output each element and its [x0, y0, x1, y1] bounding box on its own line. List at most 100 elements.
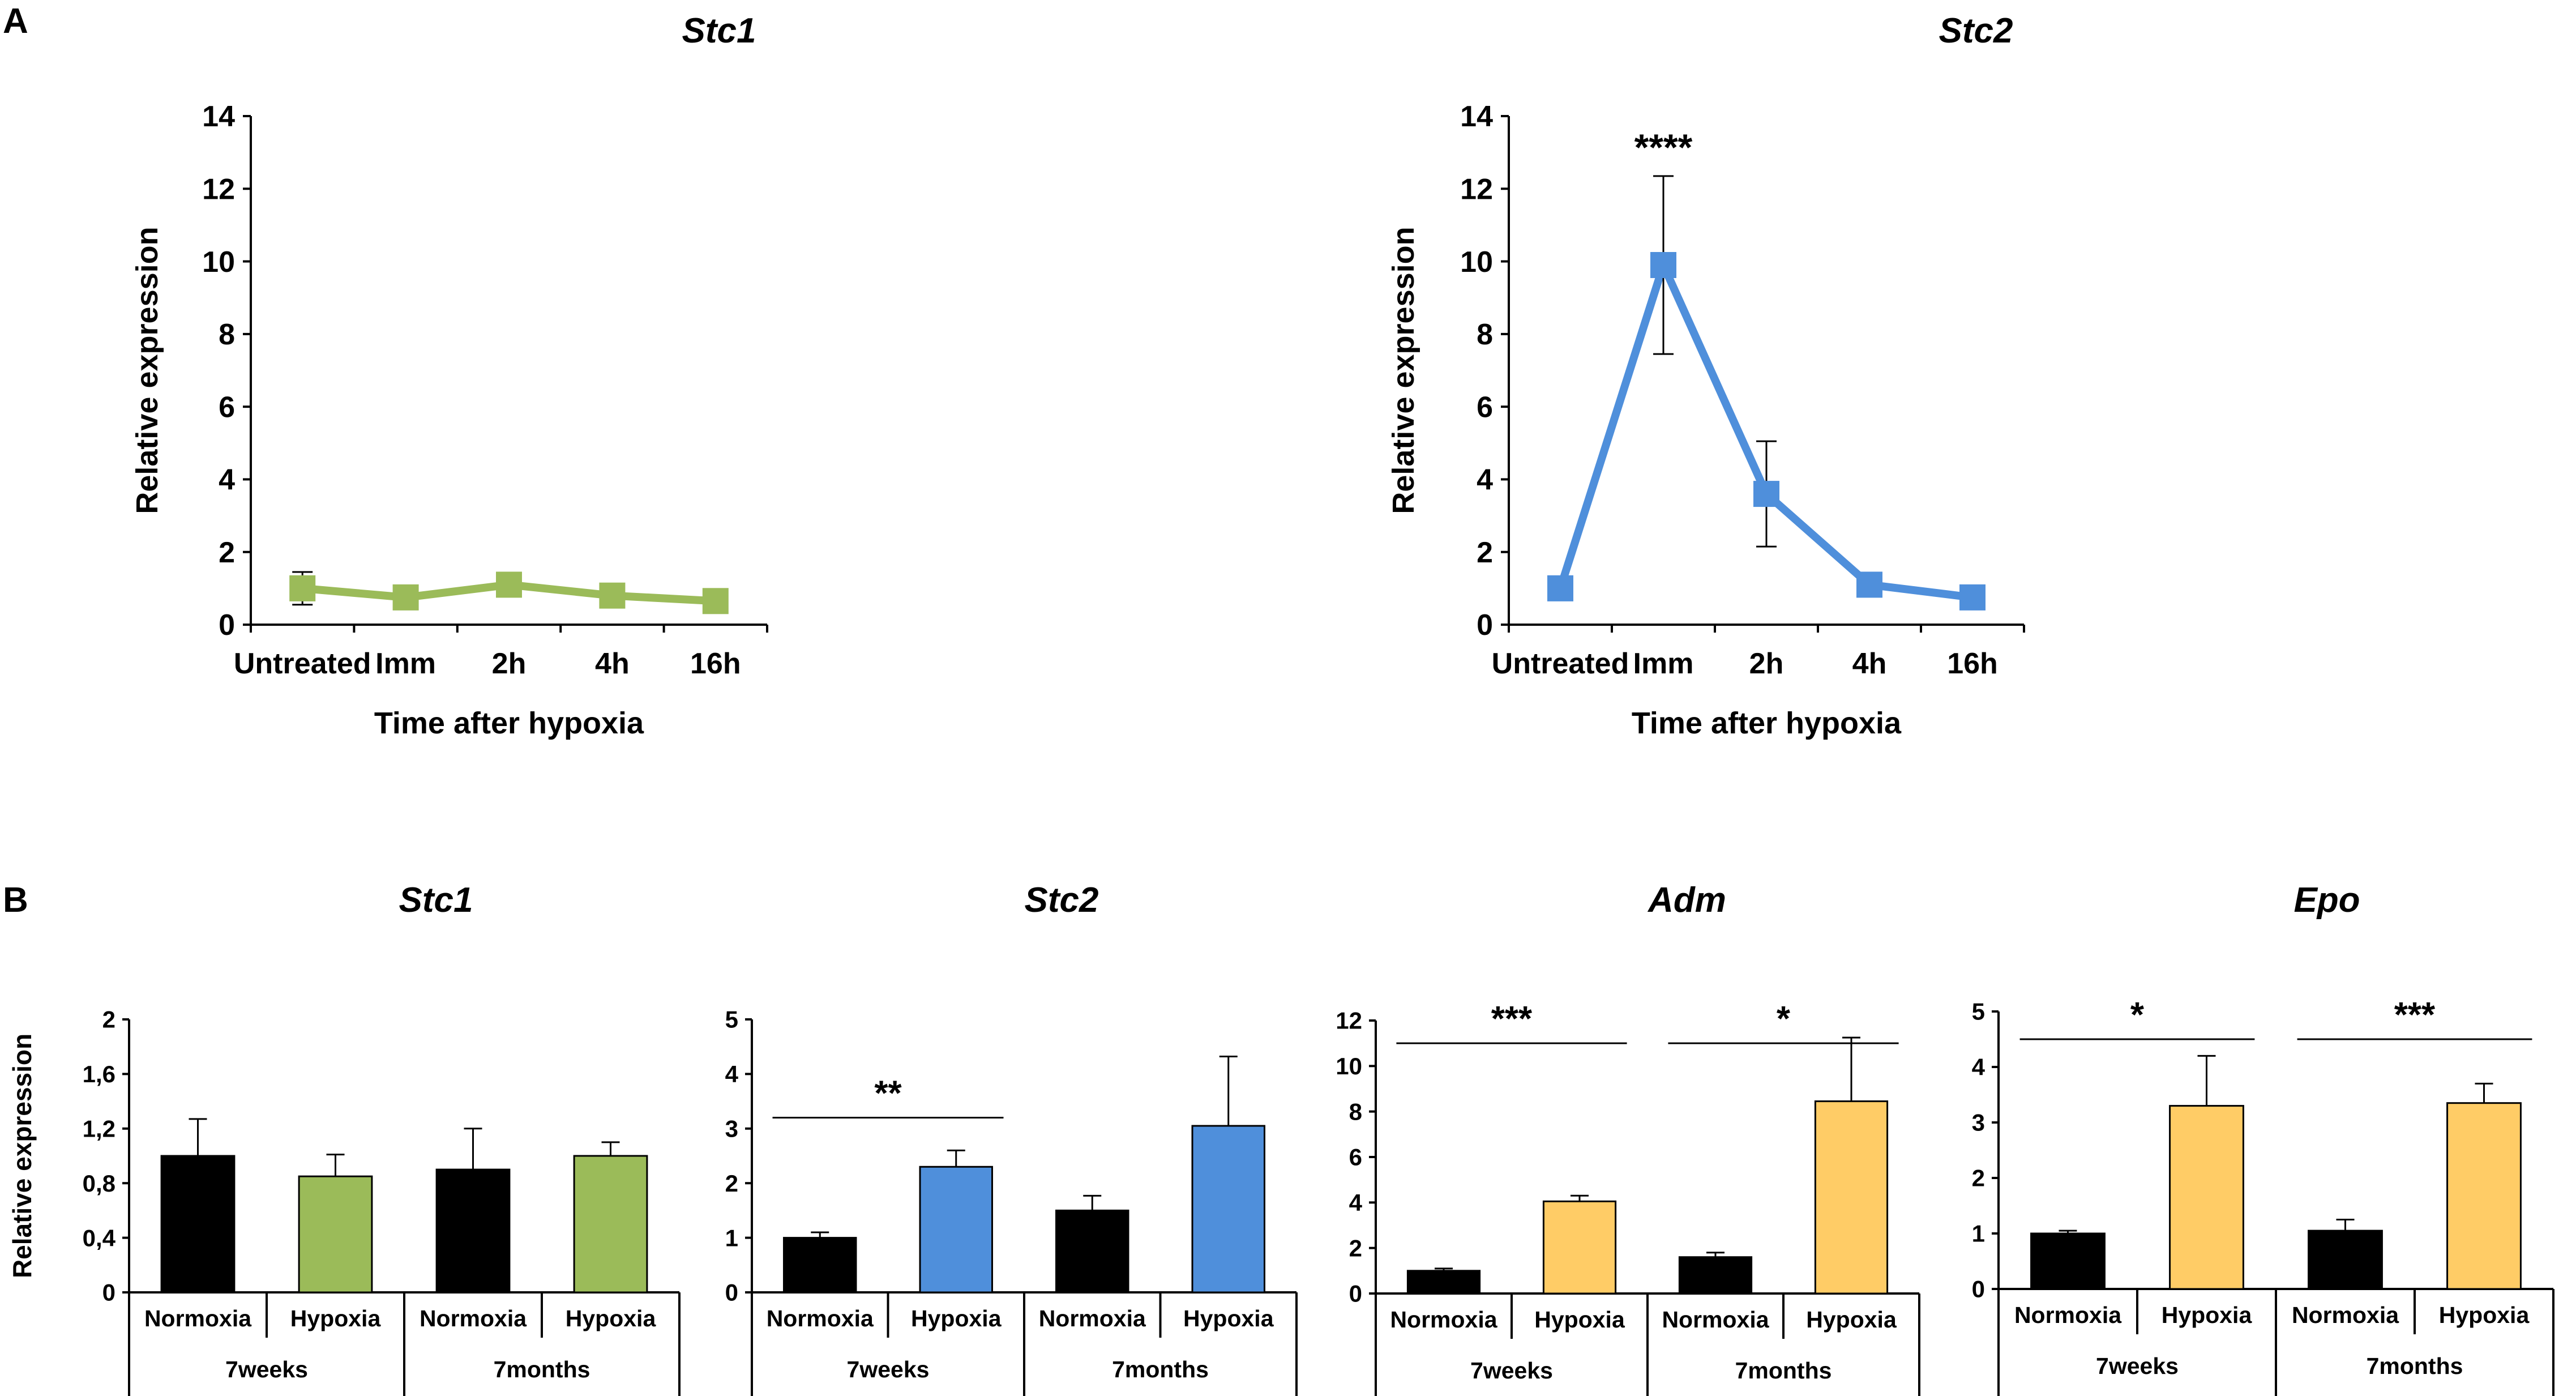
y-tick-label: 4	[219, 464, 235, 497]
y-tick-label: 0	[1972, 1276, 1985, 1303]
x-tick-label: 4h	[595, 647, 630, 680]
x-tick-label: Normoxia	[2014, 1302, 2122, 1328]
x-tick-label: Hypoxia	[1806, 1307, 1897, 1333]
bar	[1055, 1209, 1129, 1293]
x-tick-label: 16h	[1947, 647, 1998, 680]
line-chart-stc2-a: Stc2 0 2 4 6 8 10 12 14 Untreated Imm 2h 4h 16h Relati…	[1387, 11, 2025, 740]
y-axis-title: Relative expression	[7, 1034, 37, 1278]
y-tick-label: 12	[202, 173, 235, 206]
group-label: 7weeks	[847, 1356, 930, 1382]
x-tick-label: 4h	[1852, 647, 1887, 680]
chart-title: Adm	[1647, 881, 1726, 920]
y-tick-label: 6	[1349, 1144, 1362, 1171]
bar	[1542, 1200, 1617, 1295]
y-tick-label: 1	[725, 1224, 738, 1251]
y-tick-label: 12	[1460, 173, 1493, 206]
bar-chart-epo-b: Epo 0 1 2 3 4 5 Normoxia Hypoxia Normoxia Hypoxia 7…	[1972, 881, 2554, 1396]
y-axis-title: Relative expression	[1387, 227, 1420, 514]
y-tick-label: 8	[1349, 1098, 1362, 1125]
x-tick-label: Hypoxia	[2162, 1302, 2253, 1328]
group-label: 7months	[494, 1356, 590, 1382]
y-tick-label: 4	[1349, 1189, 1363, 1216]
x-tick-label: Normoxia	[1039, 1305, 1146, 1331]
y-tick-label: 2	[1349, 1235, 1362, 1261]
y-tick-label: 0	[1349, 1280, 1362, 1307]
bar	[2308, 1229, 2383, 1290]
chart-title: Stc1	[682, 11, 756, 50]
y-tick-label: 4	[1477, 464, 1493, 497]
x-tick-label: Hypoxia	[1183, 1305, 1274, 1331]
group-label: 7months	[1735, 1357, 1832, 1384]
y-tick-label: 10	[1460, 246, 1493, 279]
x-tick-label: Normoxia	[420, 1305, 527, 1331]
x-axis-title: Time after hypoxia	[374, 706, 644, 740]
x-tick-label: Normoxia	[2292, 1302, 2399, 1328]
x-axis-title: Time after hypoxia	[1632, 706, 1902, 740]
data-point	[496, 571, 522, 598]
y-tick-label: 6	[219, 391, 235, 424]
y-tick-label: 0	[725, 1279, 738, 1306]
y-tick-label: 6	[1477, 391, 1493, 424]
y-tick-label: 1,6	[83, 1061, 115, 1087]
bar	[298, 1175, 373, 1293]
x-tick-label: Untreated	[1492, 647, 1629, 680]
bar	[2030, 1232, 2106, 1290]
y-tick-label: 1	[1972, 1220, 1985, 1247]
y-tick-label: 8	[219, 318, 235, 351]
data-point	[599, 582, 626, 609]
x-tick-label: Hypoxia	[566, 1305, 657, 1331]
y-tick-label: 14	[1460, 100, 1493, 133]
y-tick-label: 2	[102, 1006, 115, 1033]
group-label: 7weeks	[1470, 1357, 1553, 1384]
group-label: 7weeks	[2096, 1353, 2179, 1379]
y-tick-label: 2	[725, 1170, 738, 1197]
y-tick-label: 3	[1972, 1109, 1985, 1136]
y-tick-label: 2	[1477, 536, 1493, 569]
chart-title: Stc1	[399, 881, 473, 920]
chart-title: Stc2	[1939, 11, 2013, 50]
y-tick-label: 10	[1336, 1053, 1362, 1079]
bar-chart-stc1-b: Stc1 0 0,4 0,8 1,2 1,6 2 Relative expression Nor…	[7, 881, 681, 1396]
data-point	[1650, 251, 1676, 278]
y-tick-label: 2	[219, 536, 235, 569]
chart-title: Epo	[2293, 881, 2360, 920]
data-point	[289, 575, 316, 601]
y-tick-label: 10	[202, 246, 235, 279]
y-tick-label: 8	[1477, 318, 1493, 351]
y-tick-label: 3	[725, 1116, 738, 1142]
bar-chart-stc2-b: Stc2 0 1 2 3 4 5 Normoxia Hypoxia Normoxia Hypoxia…	[725, 881, 1298, 1396]
group-label: 7months	[2367, 1353, 2463, 1379]
line-chart-stc1-a: Stc1 0 2 4 6 8 10 12 14 Untreated Imm 2h 4h 16h Relati…	[130, 11, 768, 740]
bar	[435, 1168, 511, 1293]
x-tick-label: Normoxia	[144, 1305, 252, 1331]
data-point	[1959, 584, 1986, 611]
y-tick-label: 1,2	[83, 1116, 115, 1142]
data-point	[1547, 575, 1573, 601]
bar	[160, 1155, 236, 1293]
chart-title: Stc2	[1025, 881, 1099, 920]
y-tick-label: 2	[1972, 1165, 1985, 1192]
x-tick-label: Untreated	[234, 647, 371, 680]
x-tick-label: 2h	[492, 647, 527, 680]
y-tick-label: 14	[202, 100, 235, 133]
x-tick-label: Imm	[1633, 647, 1694, 680]
y-tick-label: 12	[1336, 1007, 1362, 1034]
data-point	[702, 588, 729, 614]
x-tick-label: Hypoxia	[290, 1305, 382, 1331]
y-tick-label: 4	[725, 1061, 739, 1087]
bar	[2169, 1105, 2244, 1290]
y-tick-label: 5	[725, 1006, 738, 1033]
y-tick-label: 4	[1972, 1054, 1986, 1081]
significance-label: ***	[2394, 996, 2436, 1035]
x-tick-label: Imm	[375, 647, 436, 680]
data-point	[1753, 481, 1779, 507]
y-tick-label: 0	[1477, 609, 1493, 642]
bar	[783, 1237, 857, 1293]
bar	[1814, 1100, 1889, 1295]
group-label: 7weeks	[225, 1356, 308, 1382]
significance-label: ****	[1634, 126, 1693, 168]
bar	[919, 1166, 993, 1293]
significance-label: **	[874, 1074, 902, 1113]
y-tick-label: 0,4	[83, 1224, 116, 1251]
